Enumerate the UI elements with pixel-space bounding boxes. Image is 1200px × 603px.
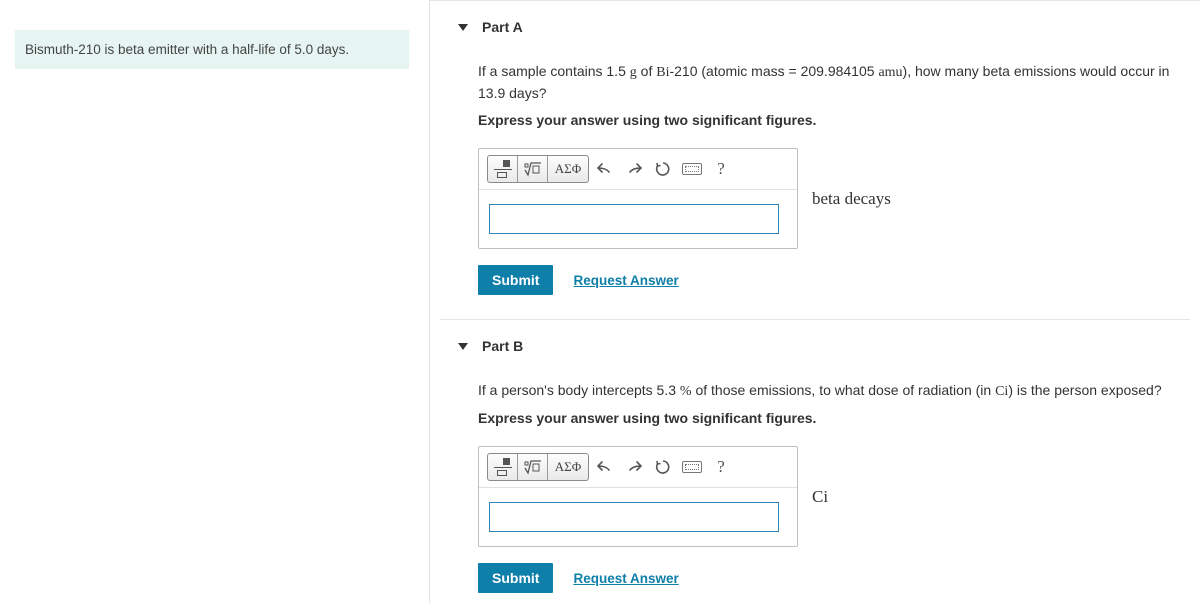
part-a-question: If a sample contains 1.5 g of Bi-210 (at… (478, 61, 1190, 104)
reset-icon[interactable] (650, 454, 676, 480)
keyboard-icon[interactable] (679, 454, 705, 480)
part-a-request-answer-link[interactable]: Request Answer (573, 273, 678, 288)
problem-prompt: Bismuth-210 is beta emitter with a half-… (15, 30, 409, 69)
fraction-tool-icon[interactable] (488, 454, 518, 480)
part-a-submit-button[interactable]: Submit (478, 265, 553, 295)
redo-icon[interactable] (621, 454, 647, 480)
part-a-answer-input[interactable] (489, 204, 779, 234)
undo-icon[interactable] (592, 156, 618, 182)
part-a-unit: beta decays (812, 189, 891, 209)
undo-icon[interactable] (592, 454, 618, 480)
greek-tool-button[interactable]: ΑΣΦ (548, 156, 588, 182)
part-b-instruction: Express your answer using two significan… (478, 410, 1190, 426)
part-b-title: Part B (482, 338, 523, 354)
redo-icon[interactable] (621, 156, 647, 182)
part-b-toolbar: ΑΣΦ ? (479, 447, 797, 488)
caret-down-icon (458, 343, 468, 350)
part-b-question: If a person's body intercepts 5.3 % of t… (478, 380, 1190, 402)
reset-icon[interactable] (650, 156, 676, 182)
root-tool-icon[interactable] (518, 454, 548, 480)
problem-statement-panel: Bismuth-210 is beta emitter with a half-… (0, 0, 430, 603)
root-tool-icon[interactable] (518, 156, 548, 182)
help-icon[interactable]: ? (708, 156, 734, 182)
fraction-tool-icon[interactable] (488, 156, 518, 182)
part-a-section: Part A If a sample contains 1.5 g of Bi-… (440, 1, 1190, 295)
part-b-unit: Ci (812, 487, 828, 507)
greek-tool-button[interactable]: ΑΣΦ (548, 454, 588, 480)
part-b-answer-input[interactable] (489, 502, 779, 532)
part-b-header[interactable]: Part B (458, 338, 1190, 354)
part-b-answer-box: ΑΣΦ ? (478, 446, 798, 547)
part-a-title: Part A (482, 19, 523, 35)
caret-down-icon (458, 24, 468, 31)
part-a-header[interactable]: Part A (458, 19, 1190, 35)
keyboard-icon[interactable] (679, 156, 705, 182)
part-a-answer-box: ΑΣΦ ? (478, 148, 798, 249)
answer-panel: Part A If a sample contains 1.5 g of Bi-… (430, 0, 1200, 603)
part-a-instruction: Express your answer using two significan… (478, 112, 1190, 128)
help-icon[interactable]: ? (708, 454, 734, 480)
part-b-submit-button[interactable]: Submit (478, 563, 553, 593)
part-b-section: Part B If a person's body intercepts 5.3… (440, 320, 1190, 593)
part-b-request-answer-link[interactable]: Request Answer (573, 571, 678, 586)
part-a-toolbar: ΑΣΦ ? (479, 149, 797, 190)
